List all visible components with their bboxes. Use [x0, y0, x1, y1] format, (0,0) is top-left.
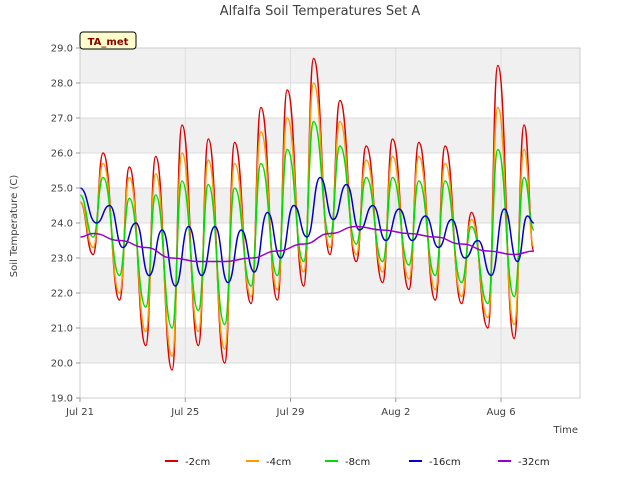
badge: TA_met — [79, 31, 137, 50]
legend-label: -2cm — [185, 457, 210, 468]
grid-band — [80, 48, 580, 83]
legend-label: -16cm — [429, 457, 461, 468]
series-line-4cmcm — [79, 82, 535, 357]
grid-band — [80, 118, 580, 153]
y-tick-label: 28.0 — [51, 79, 73, 90]
x-tick-label: Jul 25 — [170, 407, 199, 418]
x-tick-label: Jul 21 — [65, 407, 94, 418]
y-tick-label: 25.0 — [51, 184, 73, 195]
legend-item: -16cm — [409, 457, 461, 468]
grid-band — [80, 258, 580, 293]
y-tick-label: 21.0 — [51, 324, 73, 335]
legend-item: -4cm — [246, 457, 291, 468]
y-tick-label: 26.0 — [51, 149, 73, 160]
y-axis-label: Soil Temperature (C) — [9, 175, 20, 278]
grid-band — [80, 188, 580, 223]
x-tick-label: Aug 6 — [487, 407, 516, 418]
y-tick-label: 22.0 — [51, 289, 73, 300]
series-line-8cmcm — [79, 120, 535, 329]
x-axis-ticks: Jul 21 Jul 25 Jul 29 Aug 2 Aug 6 — [65, 398, 516, 418]
y-tick-label: 19.0 — [51, 394, 73, 405]
legend-item: -32cm — [498, 457, 550, 468]
series-line-16cmcm — [79, 176, 535, 287]
series-lines — [79, 57, 535, 371]
grid-band — [80, 328, 580, 363]
legend-item: -8cm — [325, 457, 370, 468]
series-line-32cmcm — [79, 225, 534, 263]
x-tick-label: Aug 2 — [381, 407, 410, 418]
y-tick-label: 27.0 — [51, 114, 73, 125]
badge-box — [79, 31, 137, 50]
legend-label: -32cm — [518, 457, 550, 468]
y-tick-label: 23.0 — [51, 254, 73, 265]
y-axis-ticks: 19.0 20.0 21.0 22.0 23.0 24.0 25.0 26.0 27.0 28.0… — [51, 44, 80, 405]
legend: -2cm -4cm -8cm -16cm -32cm — [165, 457, 550, 468]
legend-label: -8cm — [345, 457, 370, 468]
x-axis-label: Time — [553, 425, 578, 436]
y-tick-label: 29.0 — [51, 44, 73, 55]
legend-item: -2cm — [165, 457, 210, 468]
x-tick-label: Jul 29 — [276, 407, 305, 418]
y-tick-label: 24.0 — [51, 219, 73, 230]
badge-label: TA_met — [88, 37, 129, 48]
chart-title: Alfalfa Soil Temperatures Set A — [220, 4, 421, 19]
legend-label: -4cm — [266, 457, 291, 468]
y-tick-label: 20.0 — [51, 359, 73, 370]
